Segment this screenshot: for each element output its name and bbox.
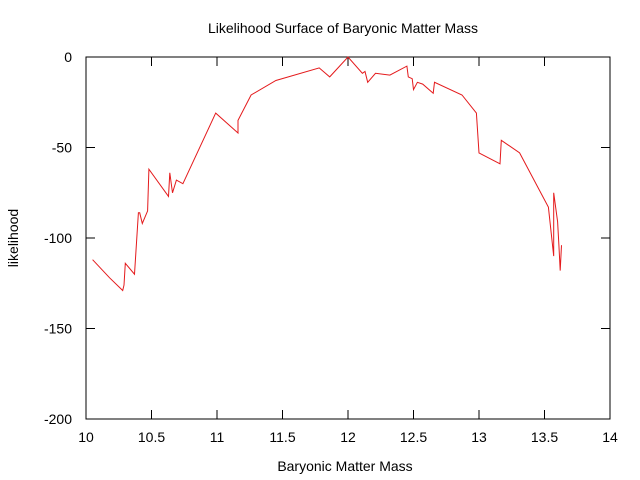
x-tick-label: 11.5 [269, 429, 295, 445]
x-tick-label: 12.5 [400, 429, 427, 445]
plot-frame [85, 56, 611, 420]
y-axis-ticks: -200 -150 -100 -50 0 [44, 49, 610, 427]
x-tick-label: 12 [340, 429, 356, 445]
x-tick-label: 10 [78, 429, 94, 445]
x-axis-ticks: 10 10.5 11 11.5 12 12.5 13 13.5 14 [78, 57, 618, 445]
x-axis-label: Baryonic Matter Mass [277, 458, 412, 474]
likelihood-series-line [92, 56, 562, 292]
chart-title: Likelihood Surface of Baryonic Matter Ma… [208, 20, 478, 36]
y-tick-label: -200 [44, 411, 72, 427]
x-tick-label: 13.5 [531, 429, 558, 445]
x-tick-label: 13 [471, 429, 487, 445]
y-tick-label: -100 [44, 230, 72, 246]
x-tick-label: 11 [210, 429, 225, 445]
x-tick-label: 14 [602, 429, 618, 445]
series-layer [92, 56, 562, 292]
y-tick-label: -50 [52, 140, 72, 156]
x-tick-label: 10.5 [138, 429, 165, 445]
y-tick-label: 0 [64, 49, 72, 65]
y-tick-label: -150 [44, 321, 72, 337]
y-axis-label: likelihood [5, 209, 21, 267]
